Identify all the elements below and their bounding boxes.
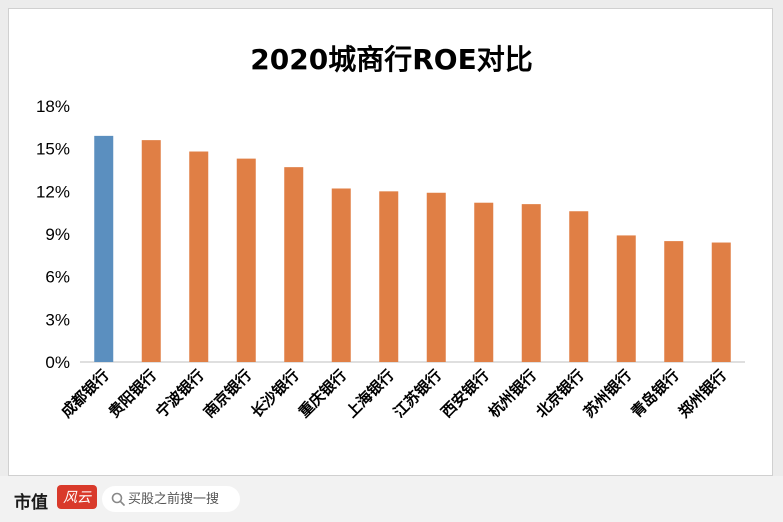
bar xyxy=(711,242,731,362)
bar xyxy=(141,140,161,362)
x-tick-label: 宁波银行 xyxy=(152,366,207,421)
y-tick-label: 6% xyxy=(45,268,70,287)
bar xyxy=(236,158,256,362)
logo-mark: 风云 xyxy=(57,485,97,509)
x-tick-label: 上海银行 xyxy=(342,366,397,421)
y-tick-label: 9% xyxy=(45,225,70,244)
y-tick-label: 0% xyxy=(45,353,70,372)
x-tick-label: 青岛银行 xyxy=(627,366,682,421)
search-placeholder: 买股之前搜一搜 xyxy=(128,491,220,506)
bar xyxy=(569,211,589,362)
x-tick-label: 江苏银行 xyxy=(390,366,445,421)
bar xyxy=(284,167,304,362)
x-tick-label: 西安银行 xyxy=(437,366,492,421)
search-icon xyxy=(111,492,125,506)
x-tick-label: 郑州银行 xyxy=(675,366,730,421)
x-tick-label: 重庆银行 xyxy=(295,366,350,421)
bar-chart: 0% 3% 6% 9% 12% 15% 18% 成都银行贵阳银行宁波银行南京银行长沙银行重庆银… xyxy=(36,97,745,421)
x-tick-label: 成都银行 xyxy=(57,366,112,421)
bar xyxy=(521,204,541,362)
bar xyxy=(426,192,446,362)
bar xyxy=(94,135,114,362)
y-tick-label: 12% xyxy=(36,182,70,201)
x-tick-label: 杭州银行 xyxy=(485,366,540,421)
x-tick-label: 北京银行 xyxy=(532,366,587,421)
bar xyxy=(189,151,209,362)
x-tick-label: 长沙银行 xyxy=(247,366,302,421)
bar xyxy=(474,202,494,362)
y-tick-label: 18% xyxy=(36,97,70,116)
bar xyxy=(379,191,399,362)
y-tick-label: 3% xyxy=(45,310,70,329)
site-logo[interactable]: 市值 xyxy=(14,493,48,513)
footer-bar: 市值 风云 买股之前搜一搜 xyxy=(0,476,783,522)
x-tick-label: 南京银行 xyxy=(200,366,255,421)
bar xyxy=(331,188,351,362)
chart-title: 2020城商行ROE对比 xyxy=(250,43,533,76)
bar xyxy=(664,241,684,362)
bar xyxy=(616,235,636,362)
x-tick-label: 苏州银行 xyxy=(580,366,635,421)
x-tick-label: 贵阳银行 xyxy=(105,366,160,421)
y-tick-label: 15% xyxy=(36,140,70,159)
search-box[interactable]: 买股之前搜一搜 xyxy=(102,486,240,512)
